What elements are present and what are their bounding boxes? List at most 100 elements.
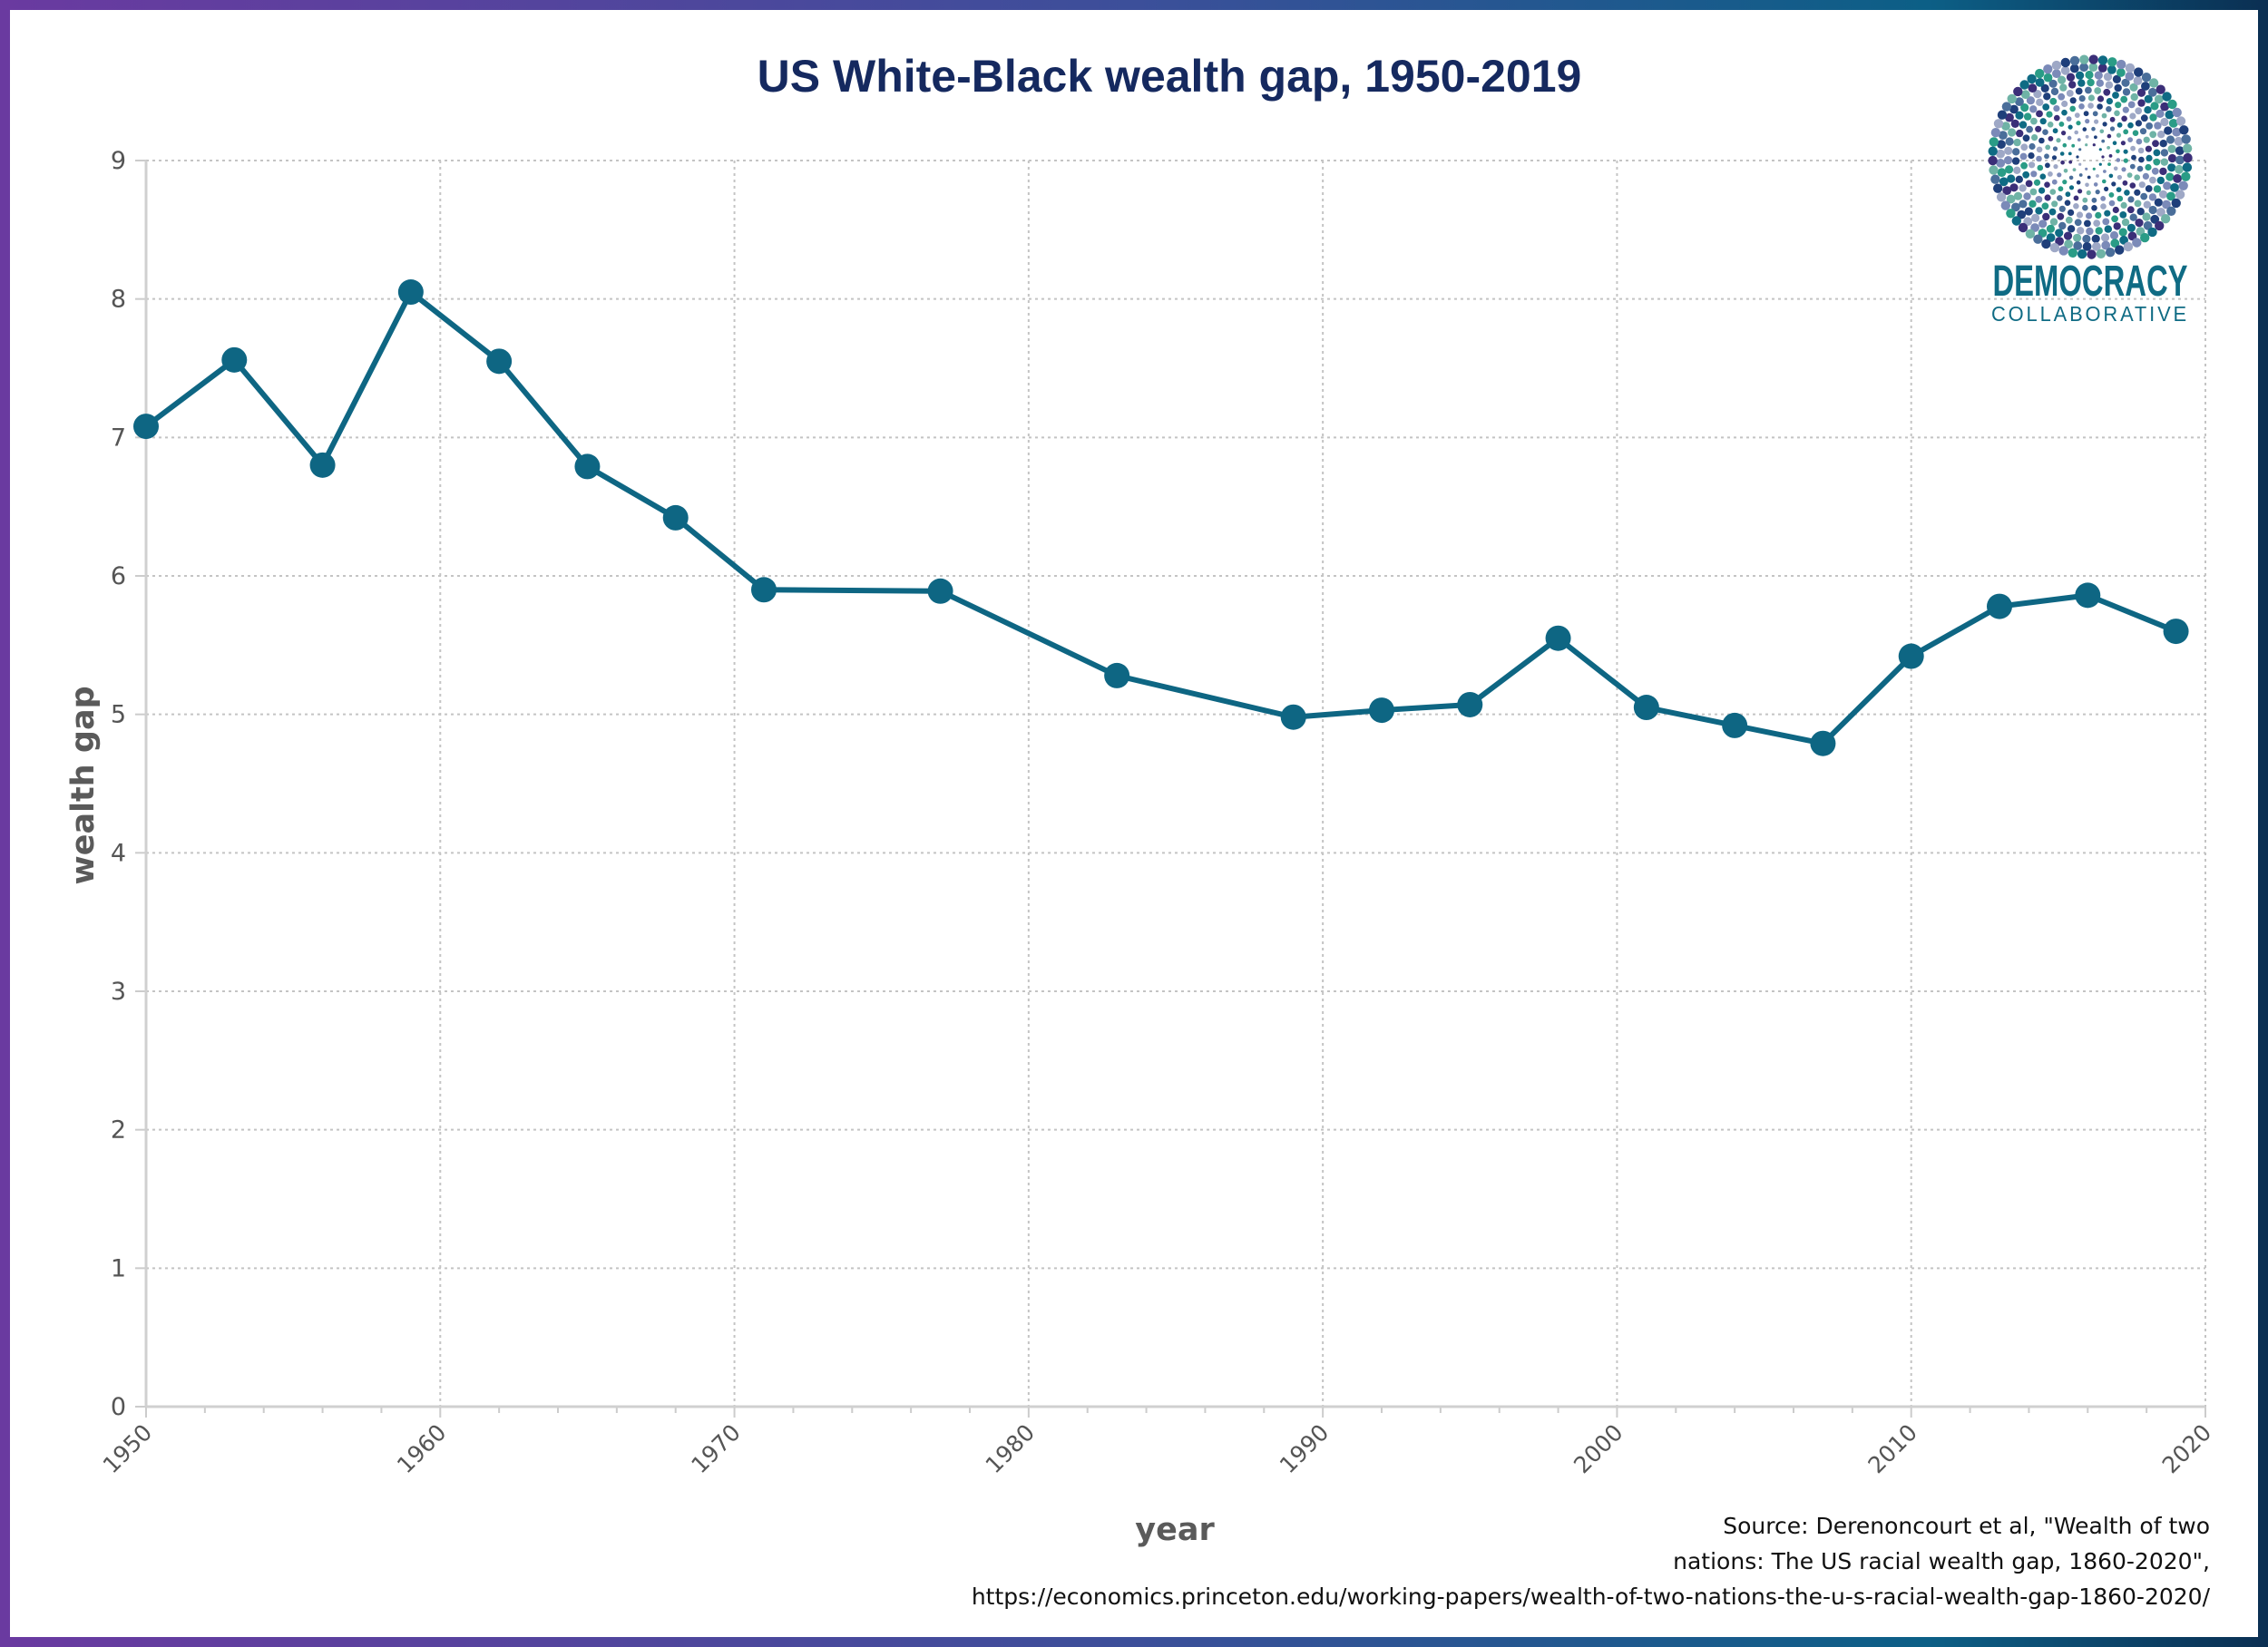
data-point (662, 504, 689, 531)
logo-dot (2118, 228, 2127, 237)
logo-dot (2011, 157, 2020, 165)
logo-dot (2087, 102, 2094, 109)
logo-dot (2030, 117, 2038, 125)
logo-dot (2126, 172, 2133, 179)
logo-dot (2055, 229, 2064, 238)
logo-dot (2039, 173, 2047, 180)
logo-dot (1993, 183, 2003, 193)
logo-dot (2029, 105, 2038, 113)
logo-dot (2119, 211, 2127, 219)
logo-dot (1989, 137, 1999, 147)
logo-dot (2069, 97, 2077, 104)
y-tick-label: 4 (111, 839, 126, 867)
logo-dot (2007, 174, 2016, 183)
grid (146, 160, 2206, 1407)
y-tick-labels: 0 1 2 3 4 5 6 7 8 9 (111, 147, 126, 1421)
logo-dot (2127, 122, 2134, 129)
data-point (309, 452, 336, 478)
data-point (1898, 643, 1924, 669)
logo-dot (2051, 155, 2058, 161)
logo-dot (2095, 211, 2102, 219)
logo-dot (2068, 81, 2077, 89)
y-tick-label: 3 (111, 978, 126, 1006)
logo-dot (2154, 122, 2162, 130)
logo-dot (2077, 249, 2087, 259)
logo-dot (2094, 71, 2103, 80)
logo-dot (2092, 241, 2101, 251)
x-tick-label: 2000 (1569, 1419, 1628, 1478)
data-point (574, 453, 601, 480)
logo-dot (2158, 190, 2168, 199)
logo-dot (2079, 54, 2089, 64)
logo-dot (2049, 97, 2058, 105)
logo-dot (2157, 131, 2165, 139)
y-tick-label: 8 (111, 286, 126, 314)
logo-dot (2068, 160, 2073, 164)
data-point (1545, 625, 1571, 651)
logo-dot (2048, 136, 2054, 141)
logo-dot (2053, 105, 2060, 112)
data-point (1104, 662, 1130, 688)
logo-dot (2104, 186, 2109, 191)
logo-dot (2075, 87, 2083, 95)
logo-dot (2098, 162, 2102, 166)
logo-dot (2011, 202, 2020, 212)
logo-dot (2074, 130, 2078, 135)
logo-dot (2093, 219, 2101, 228)
logo-dot (2104, 210, 2111, 217)
logo-dot (2044, 194, 2051, 201)
logo-dot (2131, 154, 2136, 161)
logo-dot (2044, 181, 2050, 188)
logo-dot (2033, 90, 2042, 99)
logo-dot (2166, 191, 2175, 201)
logo-dot (2066, 116, 2072, 122)
logo-dot (2148, 205, 2157, 215)
logo-dot (2108, 192, 2115, 198)
logo-dot (2048, 79, 2058, 88)
logo-line-1: DEMOCRACY (1993, 258, 2188, 306)
logo-dot (2053, 164, 2058, 170)
logo-dot (2145, 163, 2152, 171)
logo-dot (2159, 167, 2167, 176)
logo-dot (2167, 144, 2176, 153)
data-point (1457, 691, 1483, 717)
data-point (2163, 619, 2189, 645)
logo-dot (2116, 122, 2123, 128)
logo-dot (2132, 238, 2142, 248)
data-point (1987, 593, 2012, 619)
logo-dot (2013, 166, 2021, 174)
logo-dot (2069, 105, 2076, 112)
logo-dot (2005, 165, 2014, 174)
logo-dot (2058, 93, 2066, 101)
logo-dot (2102, 179, 2107, 184)
source-line-3: https://economics.princeton.edu/working-… (972, 1584, 2211, 1610)
logo-dot (2076, 121, 2081, 126)
logo-dot (2049, 242, 2060, 253)
logo-dot (2182, 162, 2193, 172)
logo-dot (2082, 197, 2088, 203)
logo-dot (2154, 94, 2164, 104)
logo-dot (2175, 164, 2184, 174)
logo-dot (2098, 148, 2102, 151)
logo-dot (2121, 167, 2126, 172)
logo-dot (2073, 195, 2079, 201)
logo-dot (2145, 185, 2153, 192)
logo-dot (2059, 83, 2068, 92)
y-tick-label: 6 (111, 562, 126, 590)
logo-dot (2127, 137, 2134, 143)
logo-dot (2164, 126, 2173, 135)
logo-dot (2036, 110, 2043, 118)
logo-dot (2116, 187, 2122, 193)
logo-dot (2009, 104, 2019, 114)
logo-dot (2116, 59, 2126, 70)
logo-dot (2009, 183, 2019, 192)
logo-dot (2087, 94, 2095, 102)
logo-dot (2001, 122, 2010, 131)
source-line-2: nations: The US racial wealth gap, 1860-… (1673, 1548, 2210, 1574)
logo-dot (2043, 73, 2053, 83)
logo-dot (2142, 212, 2151, 221)
logo-dot (2115, 102, 2122, 109)
logo-dot (2182, 143, 2193, 153)
logo-dot (2094, 87, 2102, 94)
logo-dot (2135, 107, 2143, 115)
